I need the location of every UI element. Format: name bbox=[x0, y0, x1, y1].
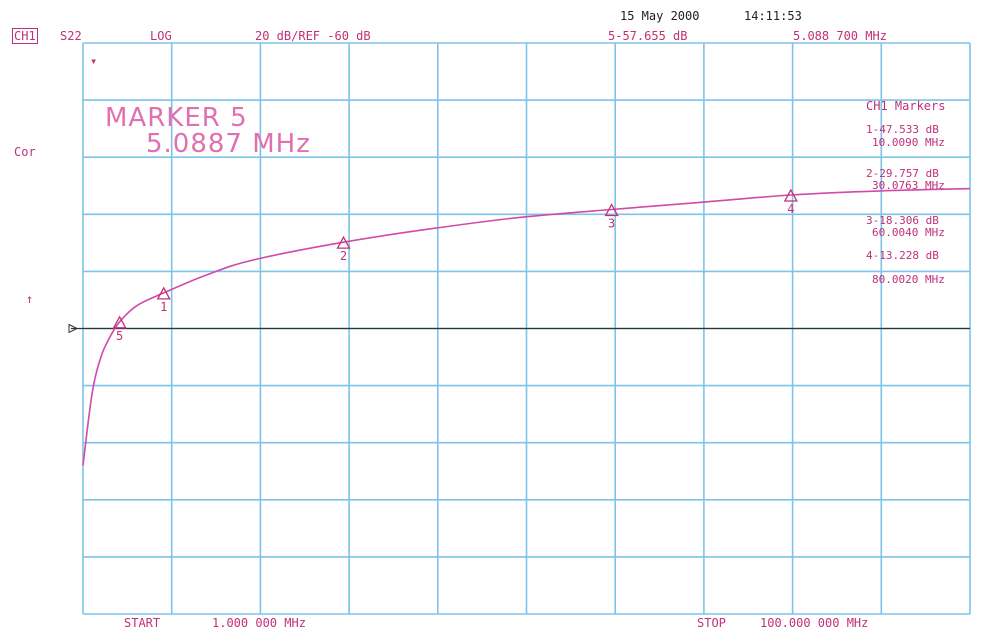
date-label: 15 May 2000 bbox=[620, 9, 700, 23]
marker-2-freq: 30.0763 MHz bbox=[872, 179, 945, 192]
stop-label: STOP bbox=[697, 616, 726, 630]
channel-label: CH1 bbox=[12, 28, 38, 44]
marker-3-freq: 60.0040 MHz bbox=[872, 226, 945, 239]
marker-4-triangle-icon bbox=[783, 188, 798, 202]
marker-3-label: 3 bbox=[608, 216, 615, 230]
markers-panel-title: CH1 Markers bbox=[866, 99, 946, 113]
marker-2-label: 2 bbox=[340, 249, 347, 263]
marker-1-label: 1 bbox=[160, 300, 167, 314]
marker-1-value: 1-47.533 dB bbox=[866, 123, 939, 136]
marker-2-triangle-icon bbox=[336, 235, 351, 249]
start-value: 1.000 000 MHz bbox=[212, 616, 306, 630]
channel-badge[interactable]: CH1 bbox=[12, 28, 38, 44]
ref-position-icon: ↑ bbox=[26, 292, 34, 306]
active-marker-value: 5-57.655 dB bbox=[608, 29, 688, 43]
active-marker-freq: 5.088 700 MHz bbox=[793, 29, 887, 43]
marker-1-freq: 10.0090 MHz bbox=[872, 136, 945, 149]
marker-3-value: 3-18.306 dB bbox=[866, 214, 939, 227]
marker-3-triangle-icon bbox=[604, 203, 619, 217]
marker-5-triangle-icon bbox=[112, 315, 127, 329]
time-label: 14:11:53 bbox=[744, 9, 802, 23]
marker-2-value: 2-29.757 dB bbox=[866, 167, 939, 180]
top-marker-icon: ▾ bbox=[90, 54, 98, 68]
reference-arrow-icon bbox=[68, 323, 79, 334]
markers: 1 2 3 4 5 bbox=[112, 188, 798, 343]
stop-value: 100.000 000 MHz bbox=[760, 616, 869, 630]
start-label: START bbox=[124, 616, 161, 630]
grid bbox=[82, 42, 971, 615]
param-label[interactable]: S22 bbox=[60, 29, 82, 43]
marker-freq: 5.0887 MHz bbox=[146, 129, 311, 159]
marker-4-value: 4-13.228 dB bbox=[866, 249, 939, 262]
format-label[interactable]: LOG bbox=[150, 29, 172, 43]
marker-4-label: 4 bbox=[787, 202, 794, 216]
trace-line bbox=[82, 187, 971, 466]
marker-title: MARKER 5 bbox=[105, 103, 248, 133]
correction-label: Cor bbox=[14, 145, 36, 159]
marker-1-triangle-icon bbox=[156, 286, 171, 300]
marker-4-freq: 80.0020 MHz bbox=[872, 273, 945, 286]
marker-5-label: 5 bbox=[116, 329, 123, 343]
scale-label[interactable]: 20 dB/REF -60 dB bbox=[255, 29, 371, 43]
